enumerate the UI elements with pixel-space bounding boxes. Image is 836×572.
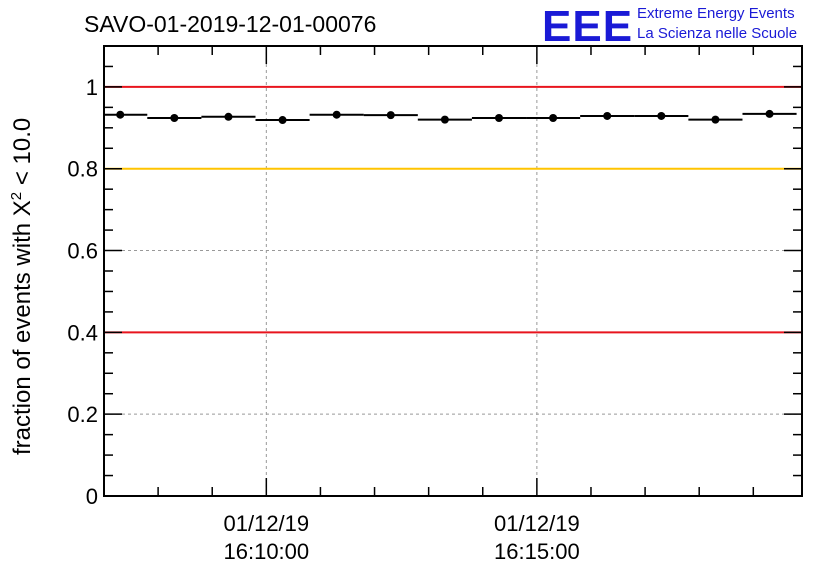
logo-line-1: Extreme Energy Events [637, 5, 795, 22]
x-tick-label-time: 16:10:00 [224, 539, 310, 564]
data-point [494, 114, 503, 122]
data-point [170, 114, 179, 122]
data-point [549, 114, 558, 122]
data-point [765, 109, 774, 118]
data-point [711, 115, 720, 124]
x-tick-label-date: 01/12/19 [494, 511, 580, 536]
plot-frame [103, 45, 803, 497]
data-point [332, 110, 341, 119]
y-tick-label: 0 [86, 484, 98, 509]
logo-text: Extreme Energy Events La Scienza nelle S… [637, 4, 797, 44]
x-tick-label-time: 16:15:00 [494, 539, 580, 564]
logo-line-2: La Scienza nelle Scuole [637, 25, 798, 42]
x-tick-label-date: 01/12/19 [224, 511, 310, 536]
y-tick-label: 0.6 [67, 239, 98, 264]
data-point [224, 112, 233, 121]
data-point [603, 111, 612, 120]
eee-logo-mark: EEE [542, 2, 634, 51]
y-tick-label: 0.2 [67, 402, 98, 427]
y-tick-label: 0.4 [67, 320, 98, 345]
data-point [278, 116, 287, 125]
chart-title: SAVO-01-2019-12-01-00076 [84, 11, 377, 37]
y-tick-label: 1 [86, 75, 98, 100]
data-point [116, 110, 125, 119]
data-point [440, 115, 449, 124]
data-point [657, 111, 666, 120]
y-tick-label: 0.8 [67, 157, 98, 182]
data-point [386, 111, 395, 120]
